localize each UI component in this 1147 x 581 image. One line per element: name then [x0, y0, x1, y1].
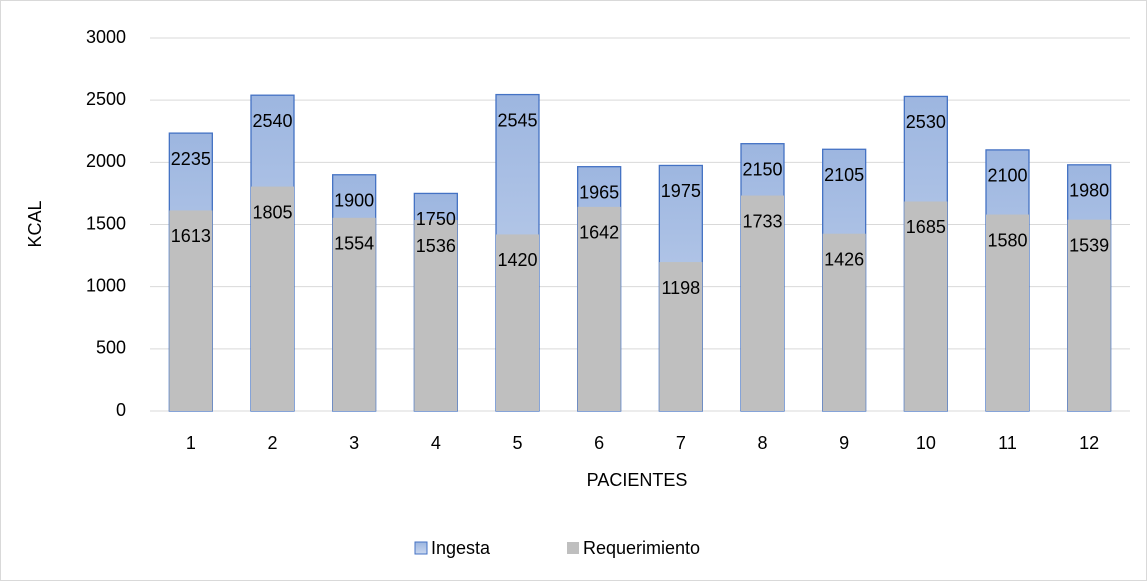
x-tick-label: 12 [1079, 433, 1099, 453]
data-label: 1198 [661, 278, 700, 298]
x-tick-label: 9 [839, 433, 849, 453]
data-label: 2235 [171, 149, 211, 169]
y-tick-label: 1000 [86, 275, 126, 295]
data-label: 1805 [252, 202, 292, 222]
bar [332, 217, 376, 411]
data-label: 1975 [661, 181, 701, 201]
x-tick-label: 3 [349, 433, 359, 453]
y-tick-label: 3000 [86, 27, 126, 47]
data-label: 1539 [1069, 235, 1109, 255]
data-label: 2150 [742, 159, 782, 179]
data-label: 1980 [1069, 181, 1109, 201]
bar [986, 214, 1029, 411]
bar [1067, 219, 1111, 411]
data-label: 1733 [742, 211, 782, 231]
y-tick-label: 2000 [86, 151, 126, 171]
data-label: 1613 [171, 226, 211, 246]
bar [169, 210, 213, 411]
legend-swatch [567, 542, 579, 554]
data-label: 2105 [824, 165, 864, 185]
bar [414, 220, 458, 411]
x-tick-label: 6 [594, 433, 604, 453]
data-label: 1536 [416, 236, 456, 256]
data-label: 1554 [334, 234, 374, 254]
x-tick-label: 10 [916, 433, 936, 453]
y-tick-label: 2500 [86, 89, 126, 109]
y-axis-label: KCAL [25, 200, 45, 247]
x-tick-label: 1 [186, 433, 196, 453]
bar [577, 206, 621, 411]
x-tick-label: 5 [512, 433, 522, 453]
bar [496, 234, 539, 411]
legend-label: Requerimiento [583, 538, 700, 558]
data-label: 1900 [334, 191, 374, 211]
bar [822, 233, 866, 411]
data-label: 2540 [252, 111, 292, 131]
bar [741, 195, 784, 411]
data-label: 1750 [416, 209, 456, 229]
y-tick-label: 0 [116, 400, 126, 420]
x-tick-label: 8 [757, 433, 767, 453]
legend-label: Ingesta [431, 538, 491, 558]
bar [904, 201, 948, 411]
data-label: 2530 [906, 112, 946, 132]
data-label: 1580 [987, 230, 1027, 250]
legend-swatch [414, 541, 428, 555]
y-tick-label: 500 [96, 338, 126, 358]
data-label: 1426 [824, 249, 864, 269]
x-tick-label: 7 [676, 433, 686, 453]
x-axis-label: PACIENTES [587, 470, 688, 490]
x-tick-label: 4 [431, 433, 441, 453]
data-label: 1420 [497, 250, 537, 270]
data-label: 2545 [497, 110, 537, 130]
data-label: 1642 [579, 223, 619, 243]
y-tick-label: 1500 [86, 213, 126, 233]
data-label: 1685 [906, 217, 946, 237]
x-tick-label: 2 [267, 433, 277, 453]
bar [251, 186, 294, 411]
bar [659, 262, 703, 411]
data-label: 2100 [987, 166, 1027, 186]
data-label: 1965 [579, 182, 619, 202]
x-tick-label: 11 [998, 433, 1017, 453]
